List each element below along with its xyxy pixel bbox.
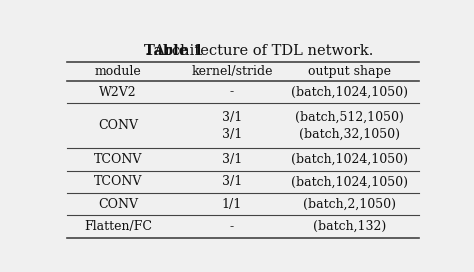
Text: (batch,1024,1050): (batch,1024,1050) <box>291 85 408 98</box>
Text: (batch,1024,1050): (batch,1024,1050) <box>291 175 408 188</box>
Text: 1/1: 1/1 <box>222 198 242 211</box>
Text: Flatten/FC: Flatten/FC <box>84 220 152 233</box>
Text: TCONV: TCONV <box>94 175 142 188</box>
Text: CONV: CONV <box>98 198 138 211</box>
Text: (batch,132): (batch,132) <box>313 220 386 233</box>
Text: (batch,1024,1050): (batch,1024,1050) <box>291 153 408 166</box>
Text: -: - <box>230 220 234 233</box>
Text: (batch,512,1050)
(batch,32,1050): (batch,512,1050) (batch,32,1050) <box>295 111 404 141</box>
Text: TCONV: TCONV <box>94 153 142 166</box>
Text: CONV: CONV <box>98 119 138 132</box>
Text: Table 1: Table 1 <box>144 44 204 58</box>
Text: (batch,2,1050): (batch,2,1050) <box>303 198 396 211</box>
Text: . Architecture of TDL network.: . Architecture of TDL network. <box>145 44 373 58</box>
Text: module: module <box>95 65 141 78</box>
Text: 3/1: 3/1 <box>222 175 242 188</box>
Text: 3/1: 3/1 <box>222 153 242 166</box>
Text: output shape: output shape <box>308 65 391 78</box>
Text: W2V2: W2V2 <box>99 85 137 98</box>
Text: 3/1
3/1: 3/1 3/1 <box>222 111 242 141</box>
Text: kernel/stride: kernel/stride <box>191 65 273 78</box>
Text: -: - <box>230 85 234 98</box>
